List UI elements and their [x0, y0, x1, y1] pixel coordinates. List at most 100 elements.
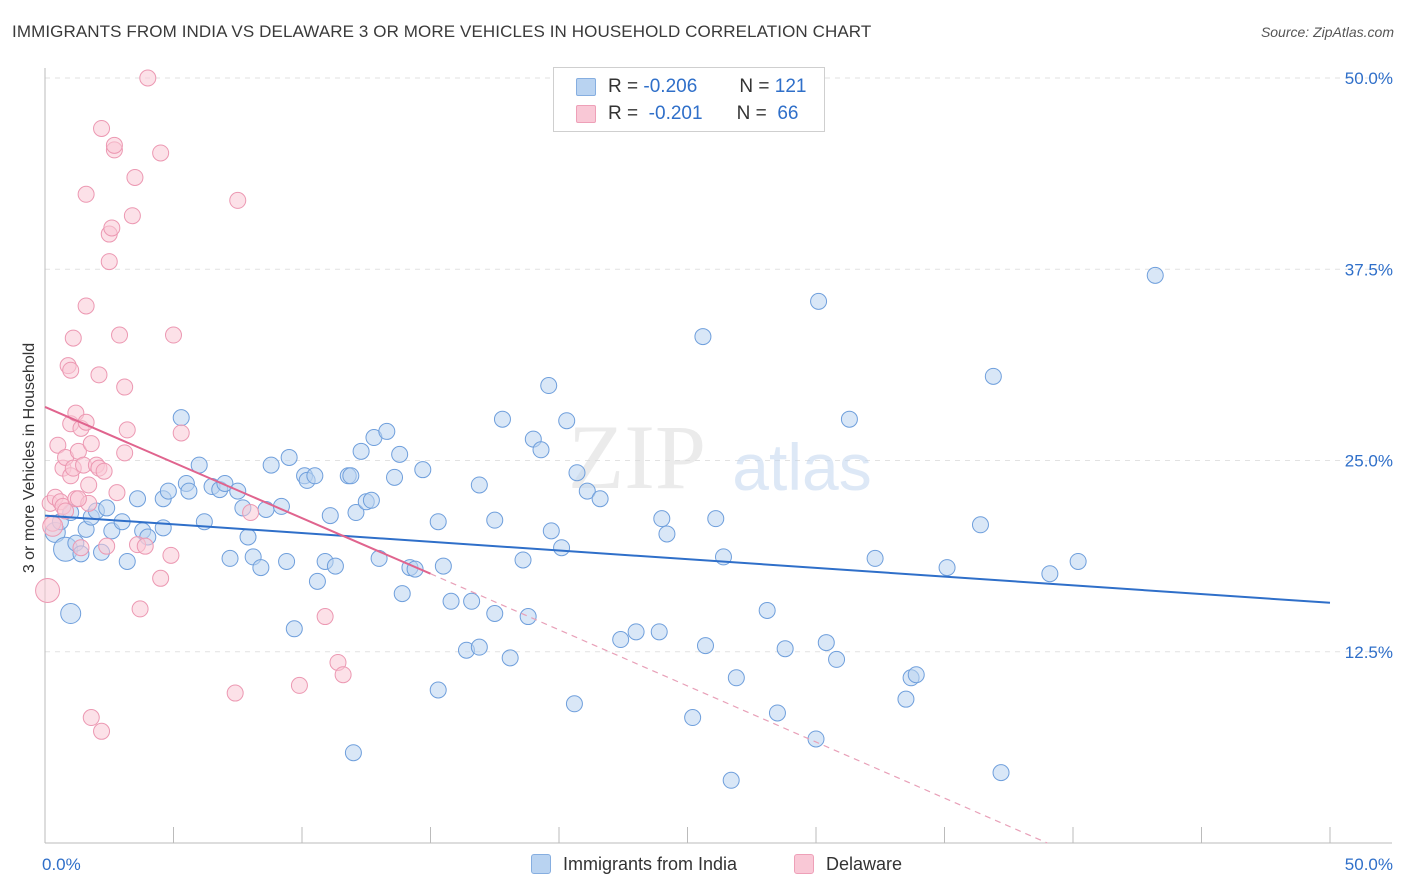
- data-point-india: [463, 592, 481, 610]
- y-tick-label: 37.5%: [1345, 260, 1393, 279]
- data-point-india: [180, 482, 198, 500]
- data-point-delaware: [226, 684, 244, 702]
- data-point-delaware: [62, 361, 80, 379]
- data-point-india: [429, 681, 447, 699]
- data-point-delaware: [72, 539, 90, 557]
- data-point-india: [810, 292, 828, 310]
- data-point-india: [694, 328, 712, 346]
- y-tick-label: 12.5%: [1345, 643, 1393, 662]
- data-point-india: [807, 730, 825, 748]
- bottom-legend-delaware: Delaware: [794, 852, 902, 876]
- data-point-india: [386, 468, 404, 486]
- data-point-india: [514, 551, 532, 569]
- data-point-india: [442, 592, 460, 610]
- data-point-india: [840, 410, 858, 428]
- data-point-india: [758, 601, 776, 619]
- data-point-delaware: [131, 600, 149, 618]
- data-point-india: [285, 620, 303, 638]
- data-point-india: [992, 764, 1010, 782]
- data-point-india: [897, 690, 915, 708]
- x-tick-label: 50.0%: [1345, 855, 1393, 874]
- correlation-legend: R = -0.206 N = 121 R = -0.201 N = 66: [553, 67, 825, 132]
- data-point-delaware: [139, 69, 157, 87]
- y-tick-label: 25.0%: [1345, 452, 1393, 471]
- data-point-india: [60, 603, 82, 624]
- data-point-india: [342, 467, 360, 485]
- series-delaware: [35, 69, 352, 740]
- data-point-india: [118, 552, 136, 570]
- data-point-india: [971, 516, 989, 534]
- data-point-india: [519, 608, 537, 626]
- data-point-india: [391, 445, 409, 463]
- legend-row-delaware: R = -0.201 N = 66: [576, 102, 798, 126]
- source-label: Source: ZipAtlas.com: [1260, 24, 1394, 40]
- data-point-india: [542, 522, 560, 540]
- legend-r-value: -0.201: [648, 103, 703, 124]
- bottom-legend-label: Delaware: [826, 853, 903, 874]
- y-tick-label: 50.0%: [1345, 69, 1393, 88]
- data-point-india: [727, 669, 745, 687]
- data-point-india: [776, 640, 794, 658]
- data-point-india: [378, 422, 396, 440]
- data-point-india: [344, 744, 362, 762]
- data-point-india: [984, 367, 1002, 385]
- data-point-india: [347, 504, 365, 522]
- data-point-delaware: [116, 444, 134, 462]
- data-point-delaware: [108, 484, 126, 502]
- data-point-india: [159, 482, 177, 500]
- trend-lines: [44, 406, 1331, 844]
- data-point-delaware: [229, 191, 247, 209]
- data-point-india: [326, 557, 344, 575]
- data-point-india: [658, 525, 676, 543]
- data-point-delaware: [82, 435, 100, 453]
- legend-n-label: N =: [736, 103, 767, 124]
- legend-r-label: R =: [608, 103, 639, 124]
- data-point-india: [938, 559, 956, 577]
- data-point-delaware: [116, 378, 134, 396]
- data-point-india: [501, 649, 519, 667]
- data-point-india: [532, 441, 550, 459]
- data-point-india: [627, 623, 645, 641]
- legend-r-label: R =: [608, 76, 639, 97]
- data-point-delaware: [93, 722, 111, 740]
- data-point-india: [493, 410, 511, 428]
- data-point-india: [434, 557, 452, 575]
- series-immigrants-from-india: [44, 266, 1164, 789]
- data-point-india: [239, 528, 257, 546]
- data-point-delaware: [49, 436, 67, 454]
- trend-line-india: [44, 514, 1331, 604]
- trend-extension-delaware: [430, 573, 1048, 844]
- data-point-delaware: [242, 504, 260, 522]
- data-point-india: [352, 442, 370, 460]
- data-point-india: [696, 637, 714, 655]
- data-point-india: [129, 490, 147, 508]
- data-point-delaware: [290, 676, 308, 694]
- data-point-india: [578, 482, 596, 500]
- data-point-india: [221, 549, 239, 567]
- data-point-delaware: [111, 326, 129, 344]
- data-point-delaware: [80, 476, 98, 494]
- data-point-delaware: [100, 253, 118, 271]
- data-point-delaware: [334, 666, 352, 684]
- data-point-delaware: [98, 537, 116, 555]
- grid-lines: [45, 77, 1392, 653]
- data-point-india: [414, 461, 432, 479]
- data-point-delaware: [42, 515, 64, 537]
- data-point-delaware: [126, 168, 144, 186]
- y-axis-title: 3 or more Vehicles in Household: [21, 342, 38, 574]
- tick-labels: 12.5% 25.0% 37.5% 50.0% 0.0% 50.0%: [42, 69, 1393, 874]
- data-point-delaware: [69, 490, 87, 508]
- data-point-delaware: [77, 297, 95, 315]
- data-point-india: [486, 511, 504, 529]
- data-point-india: [306, 467, 324, 485]
- trend-line-delaware: [44, 406, 431, 575]
- legend-n-value: 121: [774, 76, 807, 97]
- legend-swatch-blue: [576, 78, 596, 96]
- data-point-india: [553, 539, 571, 557]
- data-point-india: [154, 519, 172, 537]
- data-point-india: [429, 513, 447, 531]
- axes: [44, 68, 1392, 844]
- data-point-delaware: [118, 421, 136, 439]
- data-point-india: [98, 499, 116, 517]
- data-point-india: [1069, 552, 1087, 570]
